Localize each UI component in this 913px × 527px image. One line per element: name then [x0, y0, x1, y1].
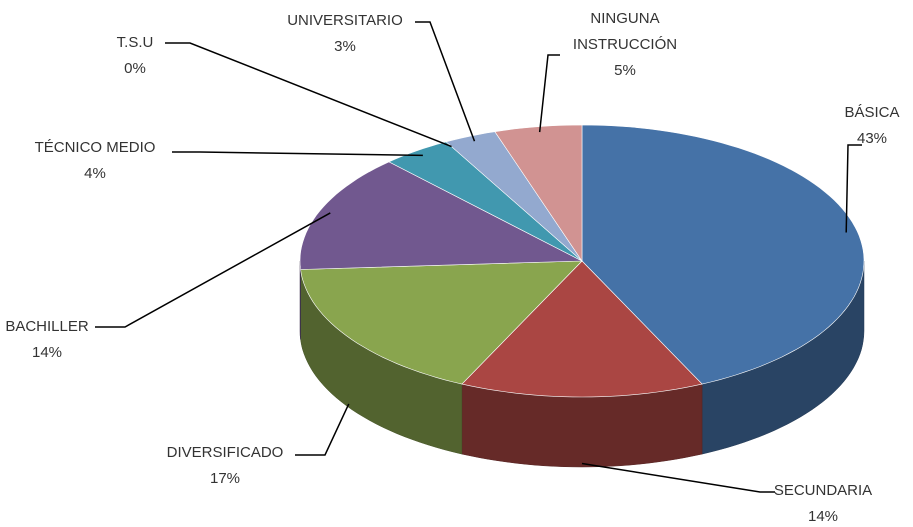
category-label: DIVERSIFICADO — [166, 444, 284, 461]
category-label: BÁSICA — [844, 104, 900, 121]
data-label: SECUNDARIA 14% — [763, 478, 883, 527]
data-label: TÉCNICO MEDIO 4% — [15, 135, 175, 187]
data-label: DIVERSIFICADO 17% — [150, 440, 300, 492]
leader-line — [845, 144, 862, 233]
leader-line — [165, 42, 452, 148]
data-label: BACHILLER 14% — [0, 314, 97, 366]
slice — [581, 124, 865, 385]
slice — [494, 124, 583, 262]
category-label: SECUNDARIA — [773, 482, 873, 499]
leader-line — [295, 403, 350, 456]
slice — [445, 131, 583, 262]
value-label: 5% — [614, 62, 636, 79]
slice — [461, 260, 703, 398]
slice — [300, 260, 583, 385]
slice — [299, 161, 583, 270]
leader-line — [538, 54, 560, 133]
category-label: UNIVERSITARIO — [287, 12, 403, 29]
leader-line — [95, 212, 331, 328]
value-label: 14% — [31, 344, 63, 361]
category-label: TÉCNICO MEDIO — [34, 139, 156, 156]
data-label: UNIVERSITARIO 3% — [270, 8, 420, 60]
value-label: 0% — [124, 60, 146, 77]
value-label: 14% — [807, 508, 839, 525]
data-label: NINGUNA INSTRUCCIÓN 5% — [560, 6, 690, 84]
leader-line — [172, 151, 423, 157]
leader-line — [415, 21, 476, 142]
category-label: T.S.U — [116, 34, 154, 51]
category-label: NINGUNA INSTRUCCIÓN — [572, 10, 678, 53]
slice-side — [299, 260, 301, 340]
category-label: BACHILLER — [5, 318, 89, 335]
leader-line — [581, 462, 775, 493]
value-label: 43% — [856, 130, 888, 147]
data-label: BÁSICA 43% — [827, 100, 913, 152]
value-label: 17% — [209, 470, 241, 487]
data-label: T.S.U 0% — [100, 30, 170, 82]
value-label: 3% — [334, 38, 356, 55]
value-label: 4% — [84, 165, 106, 182]
